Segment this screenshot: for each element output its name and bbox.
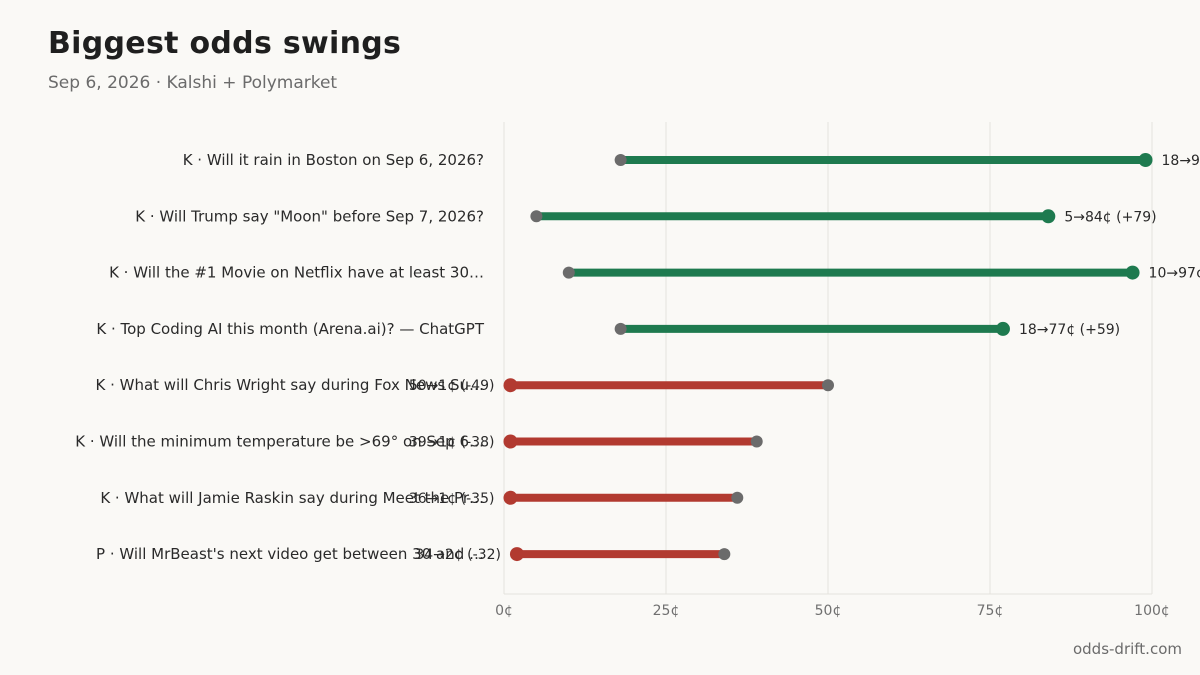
row-label: K · Top Coding AI this month (Arena.ai)?… [96, 320, 484, 338]
x-tick-label: 25¢ [653, 603, 680, 619]
value-label: 10→97¢ (+87) [1149, 266, 1200, 282]
start-point [614, 322, 627, 335]
site-credit: odds-drift.com [1072, 640, 1182, 658]
start-point [530, 210, 543, 223]
end-point [995, 321, 1010, 336]
row-label: K · Will Trump say "Moon" before Sep 7, … [135, 207, 484, 225]
start-point [822, 379, 834, 392]
x-tick-label: 0¢ [495, 603, 513, 619]
end-point [503, 378, 518, 393]
start-point [718, 548, 731, 561]
value-label: 36→1¢ (-35) [409, 491, 495, 507]
start-point [731, 491, 744, 504]
end-point [509, 547, 524, 562]
start-point [614, 154, 627, 166]
x-tick-label: 100¢ [1134, 603, 1170, 619]
value-label: 34→2¢ (-32) [415, 547, 501, 563]
end-point [1125, 265, 1140, 280]
end-point [1138, 153, 1153, 167]
chart-title: Biggest odds swings [48, 26, 402, 61]
value-label: 18→77¢ (+59) [1019, 322, 1120, 338]
row-label: K · What will Jamie Raskin say during Me… [100, 489, 484, 507]
value-label: 39→1¢ (-38) [409, 435, 495, 451]
row-label: P · Will MrBeast's next video get betwee… [96, 545, 484, 563]
value-label: 18→99¢ (+81) [1162, 153, 1200, 169]
row-label: K · What will Chris Wright say during Fo… [95, 376, 484, 394]
value-label: 50→1¢ (-49) [409, 378, 495, 394]
end-point [503, 490, 518, 505]
start-point [562, 266, 575, 279]
start-point [750, 435, 763, 448]
x-tick-label: 75¢ [977, 603, 1004, 619]
value-label: 5→84¢ (+79) [1064, 209, 1156, 225]
end-point [503, 434, 518, 449]
end-point [1041, 209, 1056, 224]
chart-subtitle: Sep 6, 2026 · Kalshi + Polymarket [48, 73, 338, 93]
row-label: K · Will the minimum temperature be >69°… [75, 433, 484, 451]
row-label: K · Will the #1 Movie on Netflix have at… [109, 264, 484, 282]
x-tick-label: 50¢ [815, 603, 842, 619]
row-label: K · Will it rain in Boston on Sep 6, 202… [183, 151, 484, 169]
